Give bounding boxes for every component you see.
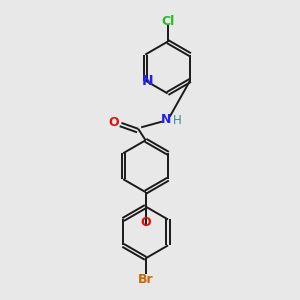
Text: N: N xyxy=(161,112,171,126)
Text: Br: Br xyxy=(138,273,153,286)
Text: Cl: Cl xyxy=(161,14,174,28)
Text: O: O xyxy=(109,116,119,128)
Text: H: H xyxy=(173,114,182,127)
Text: O: O xyxy=(140,216,151,229)
Text: N: N xyxy=(142,74,153,88)
